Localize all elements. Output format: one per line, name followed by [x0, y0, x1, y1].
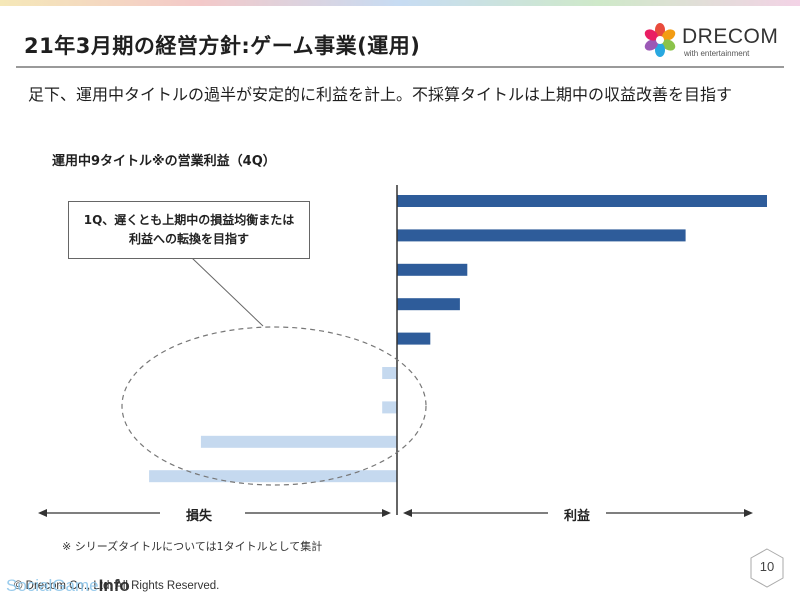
copyright-text: © Drecom Co., Ltd. All Rights Reserved. [14, 580, 220, 592]
title-divider [16, 66, 784, 68]
lead-statement: 足下、運用中タイトルの過半が安定的に利益を計上。不採算タイトルは上期中の収益改善… [28, 85, 733, 104]
watermark-part-2: Info [98, 576, 130, 595]
bar-T7 [382, 401, 397, 414]
drecom-logo: DRECOM with entertainment [640, 22, 780, 62]
loss-arrow-head [38, 509, 47, 517]
callout-line-2: 利益への転換を目指す [128, 232, 249, 246]
loss-axis-label: 損失 [186, 509, 213, 524]
target-callout-box: 1Q、遅くとも上期中の損益均衡または 利益への転換を目指す [68, 201, 310, 259]
profit-axis-label: 利益 [564, 509, 591, 524]
bar-T9 [149, 470, 397, 483]
chart-title: 運用中9タイトル※の営業利益（4Q） [52, 154, 276, 169]
bar-T5 [397, 332, 431, 345]
logo-tagline: with entertainment [684, 49, 750, 58]
flower-logo-icon [644, 23, 676, 57]
footnote: ※ シリーズタイトルについては1タイトルとして集計 [62, 540, 323, 553]
bar-T1 [397, 195, 767, 207]
profit-arrow-head [744, 509, 753, 517]
slide-title: 21年3月期の経営方針:ゲーム事業(運用) [24, 34, 421, 58]
bar-T2 [397, 229, 686, 242]
site-watermark: SocialGameInfo [6, 576, 130, 596]
top-color-stripe [0, 0, 800, 6]
bar-T8 [200, 435, 397, 448]
callout-pointer [191, 257, 264, 327]
bar-group [149, 195, 767, 483]
logo-wordmark: DRECOM [682, 25, 779, 48]
page-number-badge [750, 548, 784, 588]
page-number: 10 [759, 559, 775, 574]
loss-arrow-tail-head [382, 509, 391, 517]
bar-T3 [397, 263, 468, 276]
watermark-part-1: SocialGame [6, 576, 99, 595]
bar-T6 [382, 367, 397, 379]
callout-line-1: 1Q、遅くとも上期中の損益均衡または [83, 213, 295, 227]
profit-arrow-tail-head [403, 509, 412, 517]
loss-titles-ellipse [121, 326, 427, 486]
bar-T4 [397, 298, 460, 311]
